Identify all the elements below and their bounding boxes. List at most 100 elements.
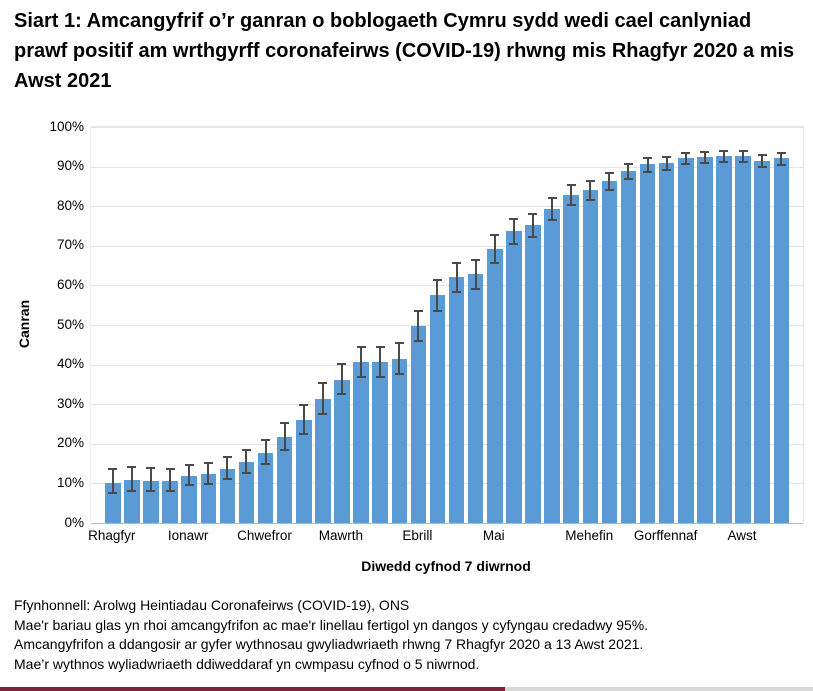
bar-week-13: [334, 379, 350, 523]
y-tick-label-50: 50%: [56, 316, 84, 332]
bar-week-8: [238, 462, 255, 523]
gridline-60: [91, 285, 803, 287]
bar-week-27: [601, 180, 618, 523]
bar-week-29: [639, 164, 656, 523]
x-tick-label-mawrth: Mawrth: [318, 528, 364, 543]
bar-week-21: [487, 248, 503, 523]
gridline-40: [91, 364, 803, 366]
bar-week-7: [219, 468, 236, 523]
error-bar-week-9: [261, 439, 271, 466]
gridline-10: [91, 483, 803, 485]
bar-chart: Canran 0% 10% 20% 30% 40% 50% 60% 70% 80% 90% 100%…: [0, 112, 813, 585]
y-tick-label-80: 80%: [56, 197, 84, 213]
bar-week-22: [506, 230, 522, 523]
gridline-80: [91, 206, 803, 208]
bar-week-16: [391, 358, 407, 523]
x-tick-label-mehefin: Mehefin: [565, 528, 614, 543]
bar-week-19: [448, 277, 465, 523]
cutoff-page-divider: [0, 687, 813, 691]
error-bar-week-6: [203, 462, 213, 485]
x-tick-label-rhagfyr: Rhagfyr: [88, 528, 136, 543]
y-tick-label-60: 60%: [56, 276, 84, 292]
y-tick-label-100: 100%: [49, 118, 84, 134]
error-bar-week-18: [432, 279, 442, 312]
error-bar-week-21: [490, 234, 500, 264]
last-week-note: Mae’r wythnos wyliadwriaeth ddiweddaraf …: [14, 655, 480, 672]
error-bar-week-22: [509, 218, 519, 245]
error-bar-week-2: [127, 465, 137, 492]
error-bar-week-15: [375, 345, 385, 379]
error-bar-week-33: [719, 149, 729, 164]
bar-week-9: [257, 452, 274, 523]
chart-title: Siart 1: Amcangyfrif o’r ganran o boblog…: [14, 10, 795, 92]
error-bar-week-16: [394, 342, 404, 375]
error-bar-week-14: [356, 345, 366, 379]
x-tick-label-ionawr: Ionawr: [167, 528, 209, 543]
plot-area: [90, 126, 804, 524]
error-bar-week-23: [528, 212, 538, 239]
bar-week-10: [276, 437, 293, 523]
ci-note: Mae'r bariau glas yn rhoi amcangyfrifon …: [14, 616, 649, 633]
x-tick-label-ebrill: Ebrill: [402, 528, 433, 543]
error-bar-week-3: [146, 467, 156, 492]
error-bar-week-24: [547, 197, 557, 222]
y-tick-label-40: 40%: [56, 356, 84, 372]
source-note: Ffynhonnell: Arolwg Heintiadau Coronafei…: [14, 597, 410, 613]
bar-week-36: [773, 158, 789, 523]
y-tick-label-90: 90%: [56, 158, 84, 174]
error-bar-week-35: [757, 153, 767, 169]
gridline-0: [91, 523, 803, 524]
bar-week-12: [315, 399, 331, 523]
bar-week-20: [467, 274, 484, 523]
bar-week-26: [582, 189, 598, 523]
error-bar-week-31: [681, 151, 691, 165]
bar-week-32: [697, 157, 713, 523]
y-tick-label-0: 0%: [64, 514, 84, 530]
error-bar-week-28: [623, 163, 633, 181]
x-tick-label-mai: Mai: [482, 528, 505, 543]
bar-week-34: [735, 156, 751, 523]
gridline-70: [91, 245, 803, 247]
error-bar-week-27: [604, 172, 614, 192]
bar-week-24: [544, 208, 560, 523]
bar-week-30: [658, 162, 675, 523]
error-bar-week-36: [776, 151, 786, 166]
bar-week-5: [181, 475, 197, 523]
chart-footnotes: Ffynhonnell: Arolwg Heintiadau Coronafei…: [14, 596, 804, 674]
x-axis-title: Diwedd cyfnod 7 diwrnod: [361, 558, 531, 574]
error-bar-week-26: [585, 179, 595, 201]
x-tick-label-gorffennaf: Gorffennaf: [633, 528, 698, 543]
divider-segment-dark: [0, 687, 505, 691]
bar-week-35: [754, 160, 770, 523]
error-bar-week-8: [241, 449, 251, 474]
error-bar-week-11: [299, 404, 309, 435]
error-bar-week-10: [280, 422, 290, 451]
gridline-90: [91, 166, 803, 168]
error-bar-week-1: [108, 468, 118, 494]
bar-week-6: [200, 474, 216, 523]
error-bar-week-4: [165, 467, 175, 493]
gridline-100: [91, 127, 803, 128]
bar-week-17: [410, 325, 427, 523]
gridline-20: [91, 443, 803, 445]
error-bar-week-7: [222, 456, 232, 480]
x-tick-label-awst: Awst: [727, 528, 757, 543]
error-bar-week-32: [700, 151, 710, 165]
period-note: Amcangyfrifon a ddangosir ar gyfer wythn…: [14, 636, 644, 652]
y-tick-label-10: 10%: [56, 474, 84, 490]
gridline-50: [91, 325, 803, 326]
bar-week-28: [620, 171, 637, 523]
error-bar-week-20: [471, 258, 481, 291]
error-bar-week-25: [566, 184, 576, 207]
bar-week-31: [678, 157, 694, 523]
error-bar-week-12: [318, 382, 328, 415]
gridline-30: [91, 404, 803, 406]
bar-week-11: [296, 420, 312, 523]
y-tick-label-20: 20%: [56, 435, 84, 451]
divider-segment-light: [505, 687, 813, 691]
y-tick-label-30: 30%: [56, 395, 84, 411]
error-bar-week-17: [413, 309, 423, 343]
bar-week-23: [525, 224, 541, 523]
bar-week-18: [429, 295, 446, 523]
